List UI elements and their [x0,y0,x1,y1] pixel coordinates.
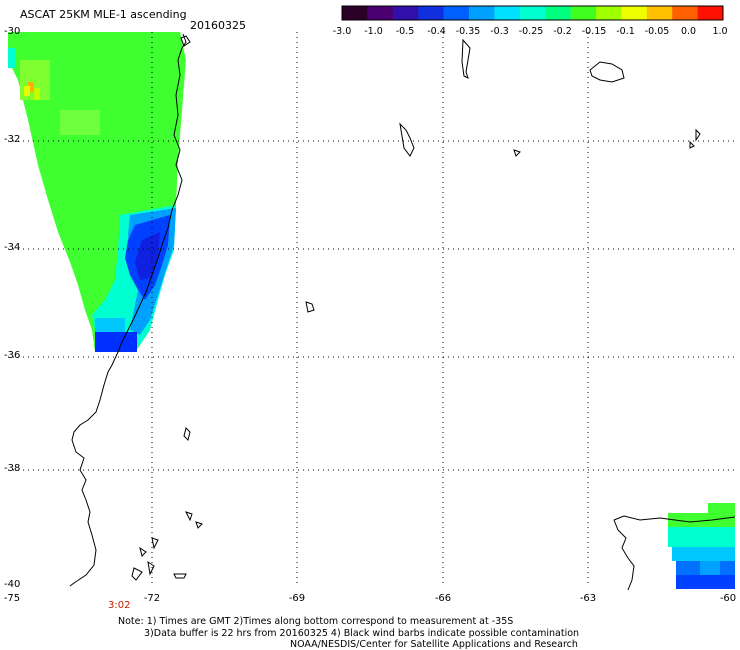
colorbar-swatch [621,6,648,20]
swath-cell [708,503,735,515]
colorbar-swatch [494,6,521,20]
time-label: 3:02 [108,600,131,611]
colorbar-tick-label: -1.0 [364,26,383,37]
swath-cell [676,575,735,589]
colorbar-tick-label: -3.0 [332,26,352,37]
data-swath-east [668,503,735,589]
colorbar-tick-label: -0.1 [616,26,635,37]
map-date: 20160325 [190,19,246,32]
lon-label: -63 [579,593,597,604]
colorbar-tick-label: 1.0 [712,26,728,37]
island [131,567,143,581]
lon-label: -75 [3,593,21,604]
colorbar-swatch [697,6,724,20]
lat-label: -40 [4,579,21,590]
swath-patch [60,110,100,135]
lat-label: -38 [4,463,21,474]
island [183,427,191,441]
swath-cell-yellow [24,86,30,96]
swath-cell [95,318,125,332]
lon-label: -66 [434,593,452,604]
lat-label: -30 [4,26,21,37]
swath-cell [668,527,735,547]
lat-label: -32 [4,134,21,145]
island [180,35,191,47]
island [151,537,159,550]
lon-label: -60 [719,593,737,604]
swath-cell [668,513,735,527]
colorbar-swatch [570,6,597,20]
colorbar-swatch [443,6,470,20]
island [173,573,187,579]
note-line-3: NOAA/NESDIS/Center for Satellite Applica… [290,639,578,650]
island [185,511,193,522]
colorbar-swatch [367,6,394,20]
colorbar-tick-label: -0.05 [644,26,670,37]
colorbar-tick-label: 0.0 [680,26,697,37]
argentina-coastline [613,515,736,523]
colorbar-swatch [519,6,546,20]
island [513,149,521,157]
colorbar-swatch [392,6,419,20]
swath-cell-yellow [34,88,40,100]
swath-cell [8,32,18,48]
lon-label: -69 [288,593,306,604]
swath-cell [672,547,735,561]
lon-label: -72 [143,593,161,604]
colorbar-tick-label: -0.5 [395,26,415,37]
colorbar-tick-label: -0.2 [553,26,572,37]
swath-cell [700,561,720,575]
island [461,38,471,79]
colorbar-swatch [342,6,368,20]
colorbar-tick-label: -0.35 [455,26,481,37]
note-line-2: 3)Data buffer is 22 hrs from 20160325 4)… [144,628,580,639]
colorbar-swatch [672,6,699,20]
colorbar-tick-label: -0.15 [581,26,607,37]
chile-coastline [69,33,187,587]
island [305,301,315,313]
island [689,140,695,149]
map-title: ASCAT 25KM MLE-1 ascending [20,8,187,21]
colorbar-swatch [596,6,622,20]
island [147,560,155,576]
note-line-1: Note: 1) Times are GMT 2)Times along bot… [118,616,514,627]
swath-cell [8,48,16,68]
tierra-coast [613,519,635,591]
swath-blue-strip [95,332,137,352]
swath-cell-orange [28,82,34,92]
colorbar-swatch [469,6,495,20]
colorbar-frame [341,5,724,21]
island [139,546,147,557]
island [589,61,625,83]
data-swath-west [8,32,186,352]
colorbar-swatch [418,6,445,20]
lat-label: -34 [4,242,21,253]
lat-label: -36 [4,350,21,361]
colorbar [341,5,724,21]
swath-darkblue-area [135,232,160,280]
island [695,128,701,142]
grid-lines [8,32,735,586]
island [195,521,203,529]
colorbar-tick-label: -0.4 [427,26,446,37]
coastlines [69,33,736,591]
island [399,122,415,157]
colorbar-swatch [545,6,572,20]
colorbar-tick-label: -0.25 [518,26,544,37]
colorbar-tick-label: -0.3 [490,26,509,37]
colorbar-swatch [646,6,673,20]
